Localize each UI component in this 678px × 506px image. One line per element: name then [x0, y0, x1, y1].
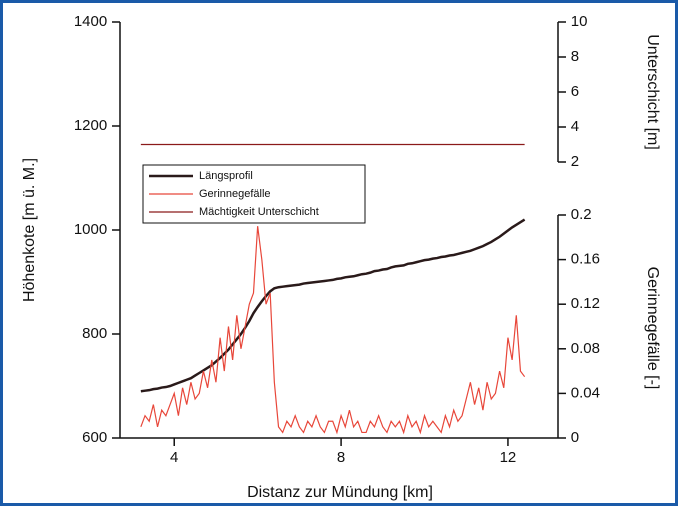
y2-tick-label: 4 [571, 118, 579, 135]
y3-axis-label: Gerinnegefälle [-] [644, 267, 661, 390]
x-axis-label: Distanz zur Mündung [km] [247, 484, 433, 501]
y2-tick-label: 6 [571, 83, 579, 100]
series-line [140, 226, 526, 435]
y3-tick-label: 0.16 [571, 251, 600, 268]
x-tick-label: 4 [170, 449, 178, 466]
legend-label: Gerinnegefälle [199, 188, 271, 200]
x-tick-label: 8 [337, 449, 345, 466]
y3-tick-label: 0 [571, 429, 579, 446]
y2-tick-label: 10 [571, 13, 588, 30]
y-tick-label: 1200 [74, 117, 107, 134]
y3-tick-label: 0.12 [571, 295, 600, 312]
y-tick-label: 600 [82, 429, 107, 446]
y3-tick-label: 0.2 [571, 206, 592, 223]
y2-tick-label: 2 [571, 153, 579, 170]
legend-label: Längsprofil [199, 170, 253, 182]
y2-tick-label: 8 [571, 48, 579, 65]
y3-tick-label: 0.08 [571, 340, 600, 357]
legend-label: Mächtigkeit Unterschicht [199, 206, 319, 218]
y2-axis-label: Unterschicht [m] [644, 34, 661, 150]
y-tick-label: 800 [82, 325, 107, 342]
y-tick-label: 1000 [74, 221, 107, 238]
y-axis-label: Höhenkote [m ü. M.] [21, 158, 38, 302]
y-tick-label: 1400 [74, 13, 107, 30]
series-line [140, 218, 526, 393]
y3-tick-label: 0.04 [571, 384, 600, 401]
x-tick-label: 12 [500, 449, 517, 466]
